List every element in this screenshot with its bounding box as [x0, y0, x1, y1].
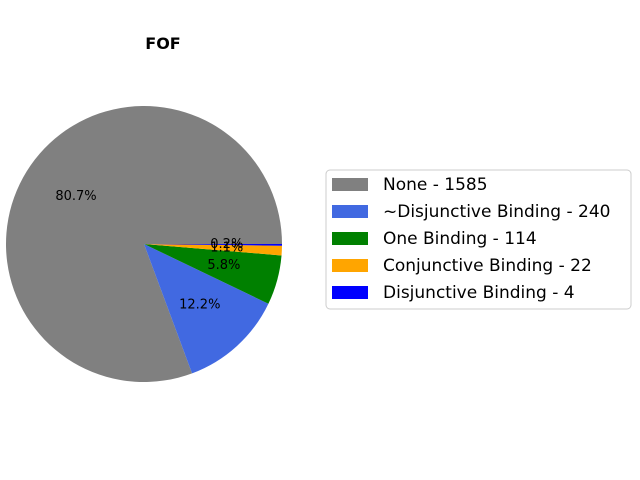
legend: None - 1585 ~Disjunctive Binding - 240 One…	[325, 169, 632, 310]
pct-label-1: 12.2%	[179, 298, 220, 313]
legend-items: None - 1585 ~Disjunctive Binding - 240 One…	[332, 175, 610, 303]
legend-label-3: Conjunctive Binding - 22	[383, 256, 592, 276]
pct-label-0: 80.7%	[55, 189, 96, 204]
pct-label-3: 1.1%	[210, 240, 243, 255]
legend-swatch-4	[332, 286, 368, 299]
legend-label-0: None - 1585	[383, 175, 488, 195]
pie-slice-1	[144, 244, 269, 374]
chart-title: FOF	[145, 34, 180, 53]
legend-swatch-3	[332, 259, 368, 272]
pie-slice-4	[144, 244, 282, 246]
legend-swatch-2	[332, 232, 368, 245]
pct-label-4: 0.2%	[210, 237, 243, 252]
legend-frame	[325, 169, 632, 310]
pie-slice-2	[144, 244, 282, 304]
legend-label-2: One Binding - 114	[383, 229, 537, 249]
pie-slices	[5, 106, 283, 383]
pie-slice-3	[144, 244, 282, 256]
percentage-labels: 80.7% 12.2% 5.8% 1.1%0.2%	[55, 189, 243, 312]
legend-swatch-1	[332, 205, 368, 218]
legend-label-1: ~Disjunctive Binding - 240	[383, 202, 610, 222]
legend-swatch-0	[332, 178, 368, 191]
pct-label-2: 5.8%	[207, 258, 240, 273]
legend-label-4: Disjunctive Binding - 4	[383, 283, 575, 303]
